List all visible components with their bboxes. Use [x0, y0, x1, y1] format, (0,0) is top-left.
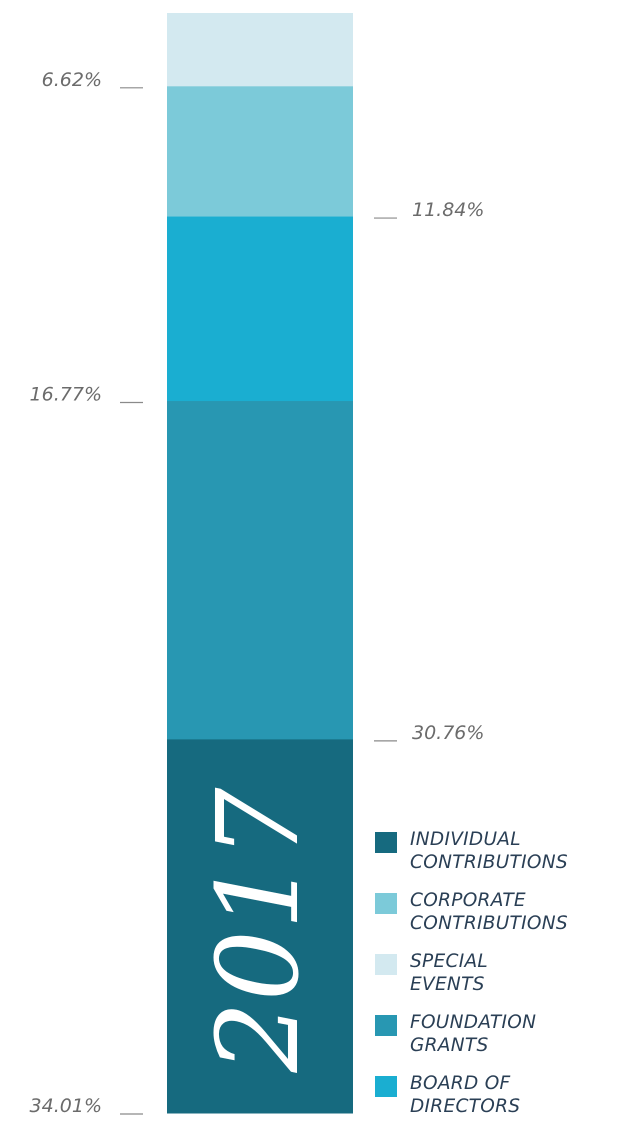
percentage-label: 11.84% [412, 199, 484, 221]
legend: INDIVIDUAL CONTRIBUTIONS CORPORATE CONTR… [375, 828, 625, 1133]
bar-segment-special-events [167, 13, 353, 87]
percentage-label: 34.01% [30, 1095, 102, 1117]
bar-segments [167, 13, 353, 1114]
percentage-label: 6.62% [42, 69, 102, 91]
legend-label: SPECIAL EVENTS [410, 951, 489, 995]
legend-item: CORPORATE CONTRIBUTIONS [375, 889, 625, 950]
legend-item: INDIVIDUAL CONTRIBUTIONS [375, 828, 625, 889]
legend-item: BOARD OF DIRECTORS [375, 1072, 625, 1133]
bar-segment-board-of-directors [167, 216, 353, 402]
percentage-labels: 34.01% 30.76% 16.77% 11.84% 6.62% [30, 69, 485, 1117]
legend-label: BOARD OF DIRECTORS [410, 1073, 521, 1117]
legend-swatch [375, 954, 397, 975]
legend-swatch [375, 1076, 397, 1097]
year-label: 2017 [194, 787, 324, 1074]
percentage-label: 30.76% [412, 722, 484, 744]
legend-swatch [375, 893, 397, 914]
legend-item: FOUNDATION GRANTS [375, 1011, 625, 1072]
bar-segment-foundation-grants [167, 400, 353, 740]
bar-segment-corporate-contributions [167, 85, 353, 217]
legend-swatch [375, 832, 397, 853]
bar-segment-individual-contributions [167, 738, 353, 1114]
legend-label: CORPORATE CONTRIBUTIONS [410, 890, 568, 934]
legend-item: SPECIAL EVENTS [375, 950, 625, 1011]
legend-label: FOUNDATION GRANTS [410, 1012, 537, 1056]
legend-label: INDIVIDUAL CONTRIBUTIONS [410, 829, 568, 873]
percentage-label: 16.77% [30, 384, 102, 406]
legend-swatch [375, 1015, 397, 1036]
